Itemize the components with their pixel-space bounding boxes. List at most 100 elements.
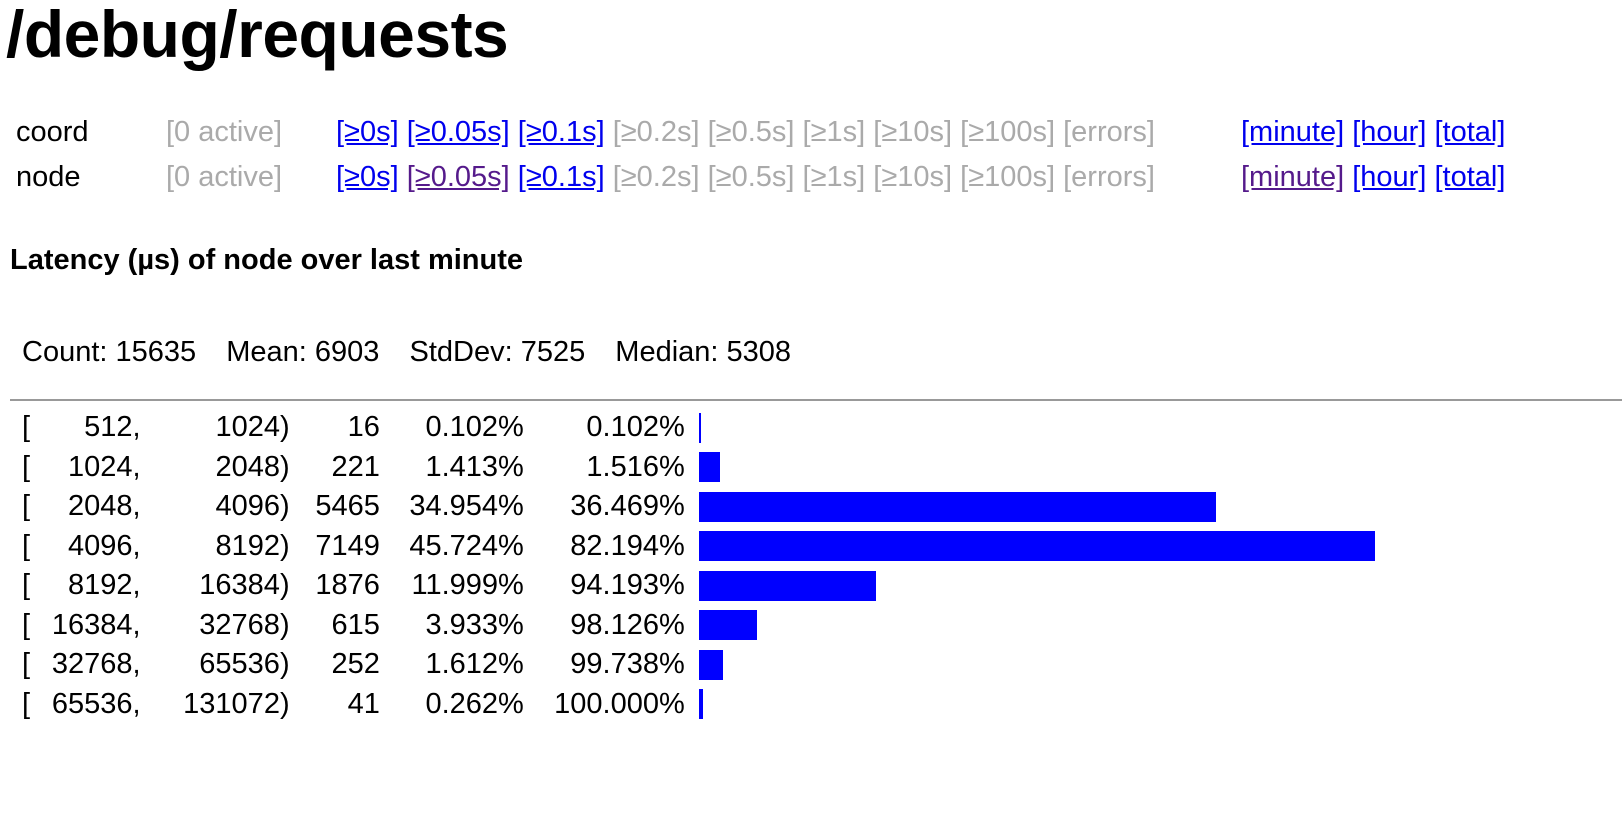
- cumulative-percent: 36.469%: [570, 490, 685, 523]
- bucket-count: 252: [331, 648, 380, 681]
- median-value: 5308: [726, 336, 792, 368]
- range-low: 4096,: [67, 529, 141, 562]
- cumulative-percent: 1.516%: [586, 450, 685, 483]
- range-low: 16384,: [51, 608, 141, 641]
- family-table-body: coord [0 active] [≥0s] [≥0.05s] [≥0.1s] [≥…: [10, 110, 1505, 200]
- bucket-percent: 1.612%: [425, 648, 524, 681]
- range-low: 32768,: [51, 648, 141, 681]
- bucket-count: 16: [347, 411, 380, 444]
- range-high: 1024): [215, 411, 290, 444]
- bucket-link: [≥0.2s]: [612, 116, 700, 148]
- bar-cell: [685, 408, 1622, 448]
- bucket-count: 41: [347, 687, 380, 720]
- histogram-table: [512, 1024) 16 0.102% 0.102% [1024, 2048) 221 1.…: [22, 408, 1622, 724]
- histogram-row: [16384, 32768) 615 3.933% 98.126%: [22, 606, 1622, 646]
- period-links: [minute] [hour] [total]: [1241, 155, 1505, 200]
- range-low: 1024,: [67, 450, 141, 483]
- bar-cell: [685, 566, 1622, 606]
- histogram-bar: [698, 689, 703, 720]
- range-open-bracket: [: [22, 529, 31, 562]
- range-low: 2048,: [67, 490, 141, 523]
- active-count: [0 active]: [166, 161, 283, 193]
- cumulative-percent: 94.193%: [570, 569, 685, 602]
- bucket-percent: 34.954%: [409, 490, 524, 523]
- period-link-hour[interactable]: [hour]: [1352, 116, 1427, 148]
- bucket-link: [≥10s]: [873, 116, 953, 148]
- divider: [10, 399, 1622, 401]
- bar-cell: [685, 448, 1622, 488]
- range-low: 8192,: [67, 569, 141, 602]
- histogram-row: [1024, 2048) 221 1.413% 1.516%: [22, 448, 1622, 488]
- family-name: coord: [16, 116, 89, 148]
- histogram-bar: [698, 491, 1216, 522]
- histogram-bar: [698, 610, 757, 641]
- histogram-row: [32768, 65536) 252 1.612% 99.738%: [22, 645, 1622, 685]
- stddev-value: 7525: [520, 336, 586, 368]
- period-link-total[interactable]: [total]: [1434, 161, 1506, 193]
- family-name: node: [16, 161, 81, 193]
- bucket-count: 7149: [315, 529, 380, 562]
- bucket-link: [≥1s]: [802, 116, 866, 148]
- bucket-percent: 0.102%: [425, 411, 524, 444]
- bucket-link: [≥0.2s]: [612, 161, 700, 193]
- bucket-link: [≥100s]: [960, 116, 1056, 148]
- range-open-bracket: [: [22, 450, 31, 483]
- bucket-link[interactable]: [≥0.05s]: [406, 161, 510, 193]
- bucket-link[interactable]: [≥0.05s]: [406, 116, 510, 148]
- bucket-link[interactable]: [≥0.1s]: [517, 116, 605, 148]
- range-open-bracket: [: [22, 569, 31, 602]
- bucket-percent: 3.933%: [425, 608, 524, 641]
- bar-cell: [685, 645, 1622, 685]
- histogram-stats: Count: 15635 Mean: 6903 StdDev: 7525 Med…: [22, 332, 791, 372]
- bucket-link[interactable]: [≥0s]: [336, 161, 399, 193]
- bucket-count: 221: [331, 450, 380, 483]
- range-open-bracket: [: [22, 490, 31, 523]
- latency-buckets: [≥0s] [≥0.05s] [≥0.1s] [≥0.2s] [≥0.5s] […: [336, 110, 1241, 155]
- stddev-label: StdDev:: [409, 336, 513, 368]
- bucket-link[interactable]: [≥0s]: [336, 116, 399, 148]
- histogram-bar: [698, 452, 720, 483]
- mean-label: Mean:: [226, 336, 307, 368]
- bucket-link: [≥0.5s]: [707, 161, 795, 193]
- mean-value: 6903: [314, 336, 380, 368]
- active-count: [0 active]: [166, 116, 283, 148]
- range-open-bracket: [: [22, 687, 31, 720]
- bucket-percent: 1.413%: [425, 450, 524, 483]
- histogram-row: [512, 1024) 16 0.102% 0.102%: [22, 408, 1622, 448]
- bucket-link: [errors]: [1063, 116, 1155, 148]
- bucket-link: [≥0.5s]: [707, 116, 795, 148]
- histogram-title: Latency (µs) of node over last minute: [10, 244, 524, 276]
- histogram-bar: [698, 649, 723, 680]
- range-high: 8192): [215, 529, 290, 562]
- cumulative-percent: 0.102%: [586, 411, 685, 444]
- histogram-bar: [698, 412, 701, 443]
- page-title: /debug/requests: [6, 0, 509, 71]
- family-row-node: node [0 active] [≥0s] [≥0.05s] [≥0.1s] [≥0…: [10, 155, 1505, 200]
- latency-buckets: [≥0s] [≥0.05s] [≥0.1s] [≥0.2s] [≥0.5s] […: [336, 155, 1241, 200]
- bucket-percent: 11.999%: [411, 569, 524, 602]
- count-value: 15635: [115, 336, 197, 368]
- period-link-hour[interactable]: [hour]: [1352, 161, 1427, 193]
- period-link-minute[interactable]: [minute]: [1241, 116, 1345, 148]
- bucket-link: [≥10s]: [873, 161, 953, 193]
- histogram-row: [8192, 16384) 1876 11.999% 94.193%: [22, 566, 1622, 606]
- histogram-row: [65536, 131072) 41 0.262% 100.000%: [22, 685, 1622, 725]
- bucket-link[interactable]: [≥0.1s]: [517, 161, 605, 193]
- bucket-count: 5465: [315, 490, 380, 523]
- cumulative-percent: 99.738%: [570, 648, 685, 681]
- range-high: 65536): [199, 648, 290, 681]
- range-high: 2048): [215, 450, 290, 483]
- bucket-count: 1876: [315, 569, 380, 602]
- histogram-table-body: [512, 1024) 16 0.102% 0.102% [1024, 2048) 221 1.…: [22, 408, 1622, 724]
- period-link-minute[interactable]: [minute]: [1241, 161, 1345, 193]
- bucket-link: [≥100s]: [960, 161, 1056, 193]
- period-link-total[interactable]: [total]: [1434, 116, 1506, 148]
- family-table: coord [0 active] [≥0s] [≥0.05s] [≥0.1s] [≥…: [10, 110, 1505, 200]
- range-open-bracket: [: [22, 411, 31, 444]
- period-links: [minute] [hour] [total]: [1241, 110, 1505, 155]
- histogram-row: [2048, 4096) 5465 34.954% 36.469%: [22, 487, 1622, 527]
- bucket-percent: 0.262%: [425, 687, 524, 720]
- cumulative-percent: 100.000%: [554, 687, 685, 720]
- bucket-link: [≥1s]: [802, 161, 866, 193]
- cumulative-percent: 82.194%: [570, 529, 685, 562]
